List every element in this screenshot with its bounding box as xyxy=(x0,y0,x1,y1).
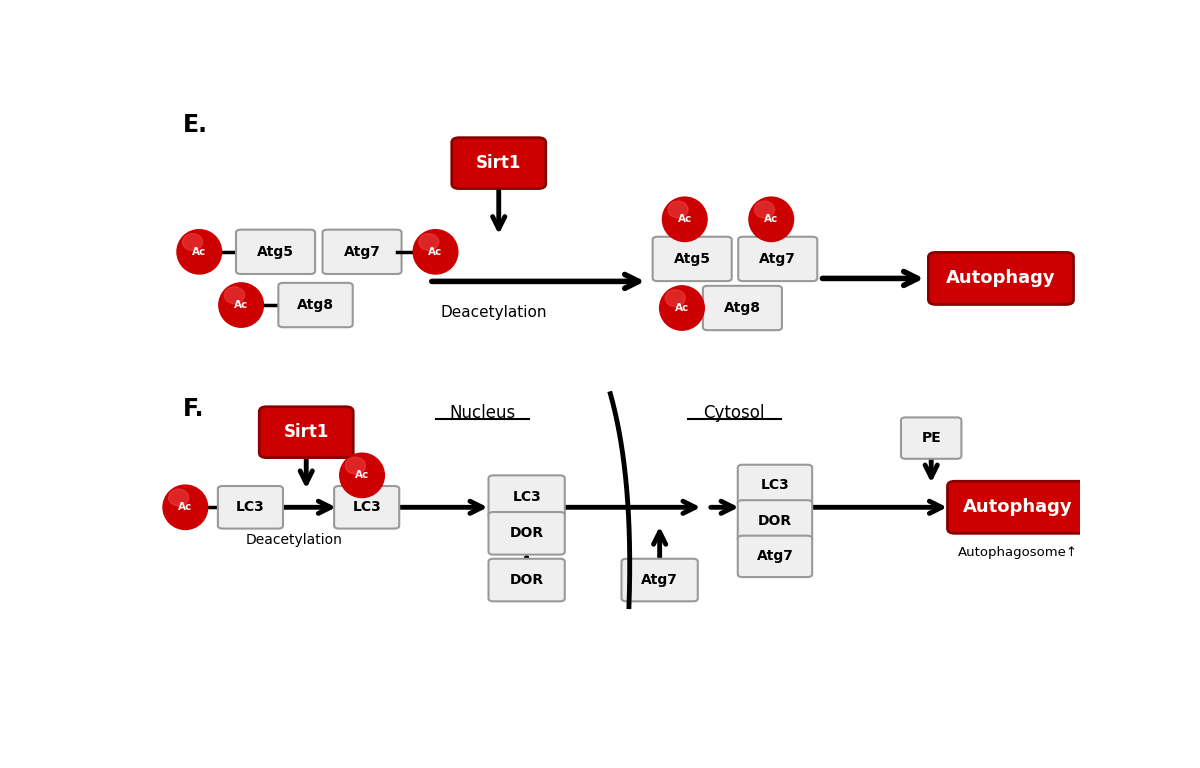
Text: Ac: Ac xyxy=(234,300,248,310)
Text: Ac: Ac xyxy=(674,303,689,313)
Text: Atg7: Atg7 xyxy=(343,245,380,259)
Text: LC3: LC3 xyxy=(761,478,790,492)
Text: F.: F. xyxy=(182,397,204,421)
Text: LC3: LC3 xyxy=(236,500,265,515)
Text: Autophagy: Autophagy xyxy=(962,498,1073,516)
Text: Ac: Ac xyxy=(428,247,443,257)
Ellipse shape xyxy=(419,233,439,250)
Text: Atg8: Atg8 xyxy=(298,298,334,312)
Text: Atg5: Atg5 xyxy=(257,245,294,259)
Ellipse shape xyxy=(660,286,704,330)
FancyBboxPatch shape xyxy=(738,500,812,541)
Ellipse shape xyxy=(662,197,707,241)
Text: Autophagy: Autophagy xyxy=(946,270,1056,287)
Ellipse shape xyxy=(218,283,264,327)
Ellipse shape xyxy=(668,201,688,218)
Text: DOR: DOR xyxy=(758,514,792,528)
FancyBboxPatch shape xyxy=(488,559,565,601)
FancyBboxPatch shape xyxy=(901,418,961,458)
Ellipse shape xyxy=(168,489,188,506)
Text: Sirt1: Sirt1 xyxy=(476,154,522,172)
Text: Ac: Ac xyxy=(179,502,192,512)
Text: Atg8: Atg8 xyxy=(724,301,761,315)
Text: PE: PE xyxy=(922,431,941,445)
Ellipse shape xyxy=(413,230,458,274)
Text: Cytosol: Cytosol xyxy=(703,404,764,422)
FancyBboxPatch shape xyxy=(622,559,697,601)
FancyBboxPatch shape xyxy=(236,230,316,274)
FancyBboxPatch shape xyxy=(929,253,1074,304)
FancyBboxPatch shape xyxy=(451,137,546,189)
Text: Ac: Ac xyxy=(678,214,692,224)
Ellipse shape xyxy=(346,457,365,474)
Text: Deacetylation: Deacetylation xyxy=(246,534,342,548)
FancyBboxPatch shape xyxy=(488,512,565,554)
Text: Sirt1: Sirt1 xyxy=(283,423,329,441)
Ellipse shape xyxy=(182,233,203,250)
Ellipse shape xyxy=(224,287,245,303)
FancyBboxPatch shape xyxy=(334,486,400,528)
FancyBboxPatch shape xyxy=(488,475,565,518)
FancyBboxPatch shape xyxy=(323,230,402,274)
FancyBboxPatch shape xyxy=(948,482,1088,533)
Text: Ac: Ac xyxy=(355,470,370,480)
Text: E.: E. xyxy=(182,113,208,137)
Text: Atg7: Atg7 xyxy=(641,573,678,587)
FancyBboxPatch shape xyxy=(653,237,732,281)
Text: Ac: Ac xyxy=(764,214,779,224)
Text: DOR: DOR xyxy=(510,573,544,587)
Ellipse shape xyxy=(749,197,793,241)
FancyBboxPatch shape xyxy=(278,283,353,327)
Text: DOR: DOR xyxy=(510,526,544,541)
FancyBboxPatch shape xyxy=(738,536,812,577)
Ellipse shape xyxy=(163,485,208,529)
Text: Nucleus: Nucleus xyxy=(449,404,515,422)
Text: Deacetylation: Deacetylation xyxy=(440,305,547,319)
Ellipse shape xyxy=(665,290,685,306)
FancyBboxPatch shape xyxy=(703,286,782,330)
Text: Ac: Ac xyxy=(192,247,206,257)
FancyBboxPatch shape xyxy=(218,486,283,528)
Text: LC3: LC3 xyxy=(512,490,541,504)
Text: LC3: LC3 xyxy=(353,500,382,515)
FancyBboxPatch shape xyxy=(738,465,812,506)
Text: Atg5: Atg5 xyxy=(673,252,710,266)
FancyBboxPatch shape xyxy=(259,407,353,458)
Text: Atg7: Atg7 xyxy=(756,549,793,564)
Ellipse shape xyxy=(755,201,774,218)
Ellipse shape xyxy=(340,453,384,498)
FancyBboxPatch shape xyxy=(738,237,817,281)
Text: Autophagosome↑: Autophagosome↑ xyxy=(958,546,1078,559)
Text: Atg7: Atg7 xyxy=(760,252,796,266)
Ellipse shape xyxy=(176,230,222,274)
